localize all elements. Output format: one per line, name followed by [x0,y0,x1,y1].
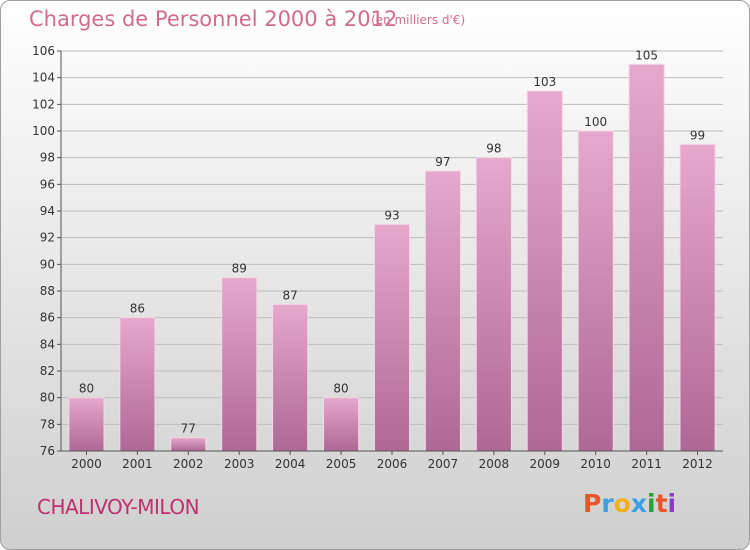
y-tick-label: 90 [40,257,55,271]
chart-subtitle: (en milliers d'€) [371,13,466,27]
data-label: 89 [232,262,247,276]
data-label: 99 [690,128,705,142]
y-tick-label: 92 [40,231,55,245]
bar-2007 [424,170,461,452]
x-tick-label: 2004 [275,457,306,471]
y-tick-label: 82 [40,364,55,378]
y-tick-label: 76 [40,444,55,458]
x-tick-label: 2005 [326,457,357,471]
x-tick-label: 2008 [479,457,510,471]
bar-2012 [679,143,716,452]
data-label: 77 [181,422,196,436]
y-tick-label: 102 [32,97,55,111]
logo-letter: t [655,489,668,518]
x-tick-label: 2010 [580,457,611,471]
bar-2006 [373,223,411,452]
y-tick-label: 78 [40,417,55,431]
y-tick-label: 84 [40,337,55,351]
bar-2010 [577,130,614,452]
y-tick-label: 104 [32,71,55,85]
data-label: 103 [533,75,556,89]
data-label: 97 [435,155,450,169]
data-label: 105 [635,48,658,62]
logo-letter: r [601,489,614,518]
y-tick-label: 100 [32,124,55,138]
data-label: 80 [79,382,94,396]
y-tick-label: 88 [40,284,55,298]
bar-2001 [119,317,156,452]
data-label: 87 [283,288,298,302]
bar-2004 [272,303,309,452]
y-tick-label: 96 [40,177,55,191]
bar-2011 [628,63,665,452]
data-label: 98 [486,142,501,156]
bar-2008 [475,157,512,452]
x-tick-label: 2007 [428,457,459,471]
place-name: CHALIVOY-MILON [37,495,200,519]
logo-letter: P [583,489,602,518]
x-tick-label: 2000 [71,457,102,471]
x-tick-label: 2011 [631,457,662,471]
data-label: 86 [130,302,145,316]
bar-2009 [526,90,563,452]
logo-letter: x [630,489,647,518]
y-tick-label: 106 [32,44,55,58]
data-label: 93 [384,208,399,222]
data-label: 80 [333,382,348,396]
bar-2002 [170,437,207,452]
logo-letter: i [667,489,677,518]
y-tick-label: 94 [40,204,55,218]
x-tick-label: 2001 [122,457,153,471]
logo-letter: i [647,489,656,518]
chart-title: Charges de Personnel 2000 à 2012 [29,7,398,31]
bar-2000 [68,397,105,452]
x-tick-label: 2002 [173,457,204,471]
y-tick-label: 98 [40,151,55,165]
bar-2005 [323,397,360,452]
x-tick-label: 2003 [224,457,255,471]
logo-letter: o [613,489,631,518]
x-tick-label: 2006 [377,457,408,471]
data-label: 100 [584,115,607,129]
y-tick-label: 86 [40,311,55,325]
x-tick-label: 2012 [682,457,713,471]
bar-2003 [221,277,258,452]
x-tick-label: 2009 [529,457,560,471]
proxiti-logo: Proxiti [583,489,676,518]
y-tick-label: 80 [40,391,55,405]
